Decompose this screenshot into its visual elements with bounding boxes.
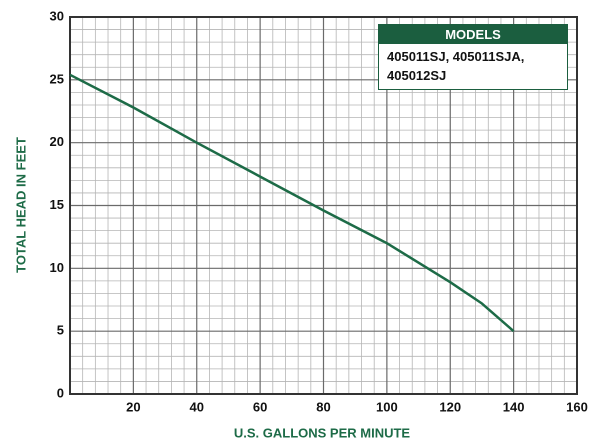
y-tick-label: 25 xyxy=(50,71,64,86)
x-tick-label: 20 xyxy=(126,399,140,414)
y-axis-label: TOTAL HEAD IN FEET xyxy=(13,137,28,273)
legend-title: MODELS xyxy=(379,25,567,44)
x-tick-label: 60 xyxy=(253,399,267,414)
y-tick-label: 15 xyxy=(50,197,64,212)
x-axis-label: U.S. GALLONS PER MINUTE xyxy=(234,425,411,440)
x-tick-label: 40 xyxy=(190,399,204,414)
y-tick-label: 0 xyxy=(57,385,64,400)
plot-frame xyxy=(69,16,578,395)
x-tick-label: 160 xyxy=(566,399,588,414)
x-tick-label: 120 xyxy=(439,399,461,414)
line xyxy=(69,73,515,333)
y-tick-label: 30 xyxy=(50,8,64,23)
y-tick-label: 10 xyxy=(50,260,64,275)
y-tick-label: 5 xyxy=(57,323,64,338)
x-tick-label: 80 xyxy=(316,399,330,414)
x-tick-label: 140 xyxy=(503,399,525,414)
legend: MODELS 405011SJ, 405011SJA, 405012SJ xyxy=(378,24,568,90)
legend-entry: 405011SJ, 405011SJA, 405012SJ xyxy=(387,49,525,83)
x-tick-label: 100 xyxy=(376,399,398,414)
y-tick-label: 20 xyxy=(50,134,64,149)
